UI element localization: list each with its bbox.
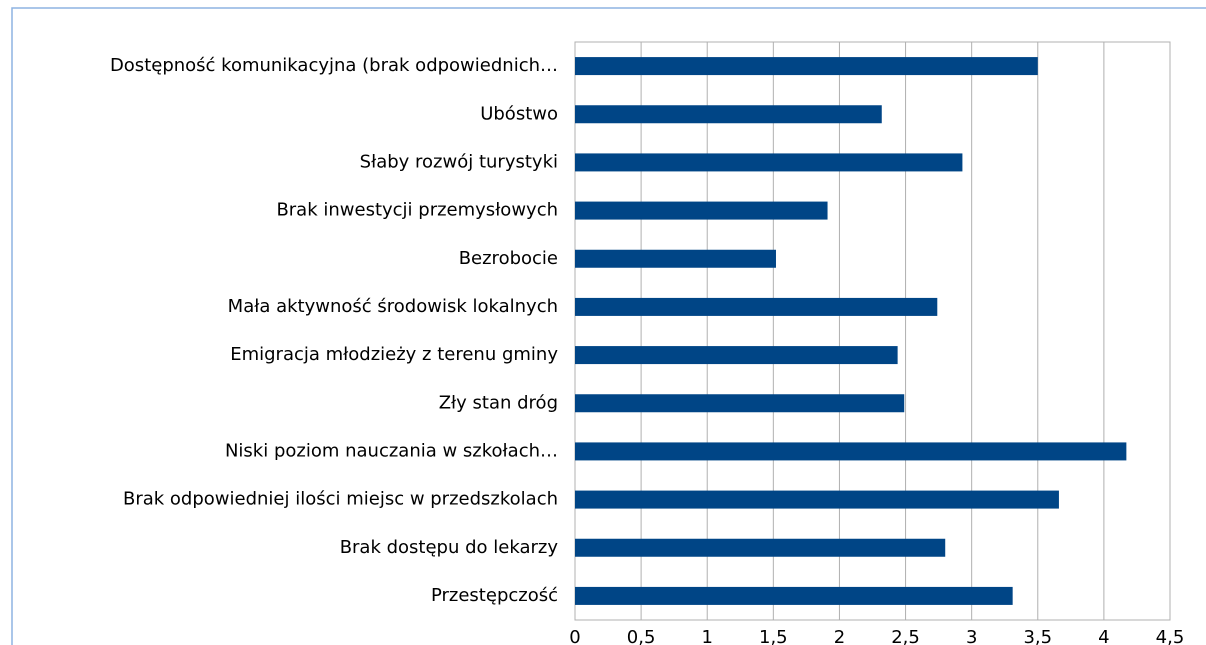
bar <box>575 394 905 413</box>
bar <box>575 538 946 557</box>
x-tick-label: 1 <box>701 627 712 645</box>
y-tick-label: Brak odpowiedniej ilości miejsc w przeds… <box>123 489 558 510</box>
bar <box>575 249 776 268</box>
plot-frame <box>574 41 1171 621</box>
y-tick-label: Ubóstwo <box>480 103 558 124</box>
bar <box>575 346 898 365</box>
y-tick-label: Mała aktywność środowisk lokalnych <box>228 296 558 317</box>
x-tick-label: 2 <box>834 627 845 645</box>
bar <box>575 490 1059 509</box>
y-tick-label: Słaby rozwój turystyki <box>360 151 558 172</box>
bar <box>575 586 1013 605</box>
x-tick-label: 3 <box>966 627 977 645</box>
x-tick-label: 4,5 <box>1156 627 1185 645</box>
bar <box>575 201 828 220</box>
y-tick-label: Brak dostępu do lekarzy <box>340 537 559 558</box>
y-tick-label: Bezrobocie <box>459 248 558 269</box>
bar <box>575 153 963 172</box>
x-tick-label: 3,5 <box>1023 627 1052 645</box>
x-tick-label: 4 <box>1098 627 1109 645</box>
bar <box>575 297 938 316</box>
y-tick-label: Zły stan dróg <box>439 392 558 413</box>
chart-border <box>11 7 1206 645</box>
y-tick-label: Niski poziom nauczania w szkołach… <box>225 440 558 461</box>
x-tick-label: 0,5 <box>627 627 656 645</box>
x-tick-label: 0 <box>569 627 580 645</box>
y-tick-label: Emigracja młodzieży z terenu gminy <box>230 344 558 365</box>
x-tick-label: 2,5 <box>891 627 920 645</box>
x-tick-label: 1,5 <box>759 627 788 645</box>
bar <box>575 105 882 124</box>
y-tick-label: Przestępczość <box>431 585 558 606</box>
y-tick-label: Brak inwestycji przemysłowych <box>276 200 558 221</box>
y-tick-label: Dostępność komunikacyjna (brak odpowiedn… <box>110 55 558 76</box>
bar <box>575 57 1038 76</box>
bar <box>575 442 1127 461</box>
